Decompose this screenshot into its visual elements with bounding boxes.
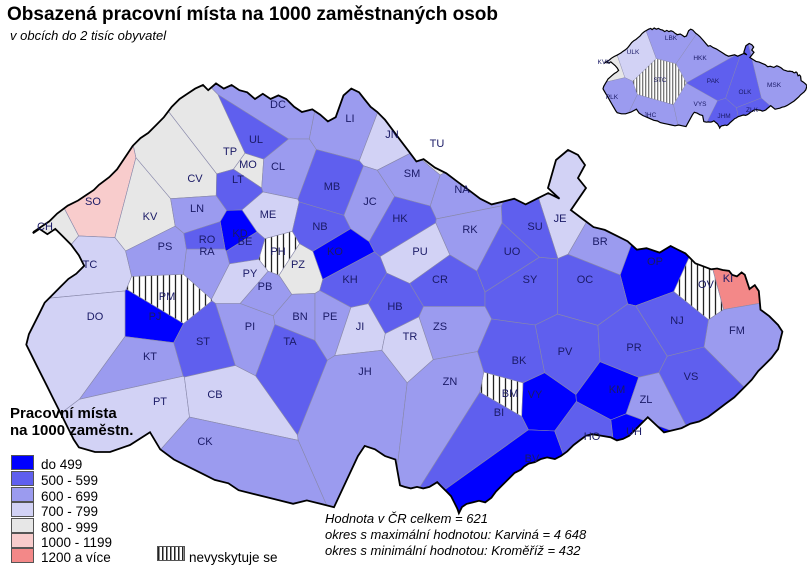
svg-text:SU: SU: [527, 221, 542, 233]
svg-text:KH: KH: [342, 274, 357, 286]
svg-text:PLK: PLK: [606, 94, 619, 101]
svg-text:OV: OV: [698, 279, 715, 291]
svg-text:CR: CR: [432, 274, 448, 286]
svg-text:ZL: ZL: [640, 394, 653, 406]
svg-text:BK: BK: [512, 355, 527, 367]
svg-text:HO: HO: [584, 431, 601, 443]
svg-text:ME: ME: [260, 209, 277, 221]
svg-text:SO: SO: [85, 196, 101, 208]
svg-text:PU: PU: [412, 246, 427, 258]
svg-text:DO: DO: [87, 311, 104, 323]
svg-text:TU: TU: [430, 138, 445, 150]
svg-text:CL: CL: [271, 161, 285, 173]
svg-text:LN: LN: [190, 203, 204, 215]
svg-text:PH: PH: [270, 246, 285, 258]
svg-text:NB: NB: [312, 221, 327, 233]
svg-text:PR: PR: [626, 342, 641, 354]
svg-text:JC: JC: [363, 196, 377, 208]
svg-text:TR: TR: [403, 331, 418, 343]
svg-text:ZLK: ZLK: [746, 107, 759, 114]
svg-text:KV: KV: [143, 211, 158, 223]
svg-text:RK: RK: [462, 224, 478, 236]
svg-text:JHC: JHC: [644, 112, 657, 119]
svg-text:SM: SM: [404, 168, 421, 180]
svg-text:UH: UH: [626, 426, 642, 438]
svg-text:BM: BM: [502, 388, 519, 400]
svg-text:BV: BV: [525, 453, 540, 465]
svg-text:CB: CB: [207, 389, 222, 401]
svg-text:LI: LI: [345, 113, 354, 125]
svg-text:PE: PE: [323, 311, 338, 323]
svg-text:HB: HB: [387, 301, 402, 313]
svg-text:OLK: OLK: [738, 89, 752, 96]
svg-text:PB: PB: [258, 281, 273, 293]
svg-text:CH: CH: [37, 221, 53, 233]
svg-text:PS: PS: [158, 241, 173, 253]
svg-text:KVK: KVK: [597, 59, 611, 66]
svg-text:BI: BI: [494, 407, 504, 419]
svg-text:JH: JH: [358, 366, 372, 378]
svg-text:TA: TA: [283, 336, 297, 348]
svg-text:RO: RO: [199, 234, 216, 246]
svg-text:PZ: PZ: [291, 259, 305, 271]
svg-text:PAK: PAK: [707, 78, 720, 85]
svg-text:KO: KO: [327, 246, 343, 258]
svg-text:TC: TC: [83, 259, 98, 271]
svg-text:MO: MO: [239, 159, 257, 171]
svg-text:TP: TP: [223, 146, 237, 158]
svg-text:STC: STC: [654, 77, 667, 84]
svg-text:PY: PY: [243, 268, 258, 280]
svg-text:DC: DC: [270, 99, 286, 111]
svg-text:BR: BR: [592, 236, 607, 248]
svg-text:MSK: MSK: [767, 82, 782, 89]
svg-text:SY: SY: [523, 274, 538, 286]
svg-text:PT: PT: [153, 396, 167, 408]
svg-text:ZN: ZN: [443, 376, 458, 388]
svg-text:NA: NA: [454, 184, 470, 196]
svg-text:JHM: JHM: [717, 113, 730, 120]
svg-text:FM: FM: [729, 325, 745, 337]
svg-text:HK: HK: [392, 213, 408, 225]
svg-text:UL: UL: [249, 134, 263, 146]
svg-text:OC: OC: [577, 274, 594, 286]
svg-text:VS: VS: [684, 371, 699, 383]
svg-text:BE: BE: [238, 236, 253, 248]
svg-text:JI: JI: [356, 321, 365, 333]
svg-text:ZS: ZS: [433, 321, 447, 333]
svg-text:MB: MB: [324, 181, 341, 193]
svg-text:ST: ST: [196, 336, 210, 348]
svg-text:JN: JN: [385, 129, 399, 141]
svg-text:CK: CK: [197, 436, 213, 448]
svg-text:NJ: NJ: [670, 315, 683, 327]
svg-text:PJ: PJ: [149, 311, 162, 323]
svg-text:LBK: LBK: [665, 35, 678, 42]
svg-text:CV: CV: [187, 173, 203, 185]
svg-text:RA: RA: [199, 246, 215, 258]
svg-text:KT: KT: [143, 351, 157, 363]
svg-text:PV: PV: [558, 346, 573, 358]
svg-text:JE: JE: [554, 213, 567, 225]
svg-text:PI: PI: [245, 321, 255, 333]
svg-text:PM: PM: [159, 291, 176, 303]
svg-text:HKK: HKK: [693, 55, 707, 62]
svg-text:UO: UO: [504, 246, 521, 258]
svg-text:BN: BN: [292, 311, 307, 323]
svg-text:KM: KM: [609, 384, 626, 396]
svg-text:VY: VY: [528, 389, 543, 401]
svg-text:ULK: ULK: [627, 49, 640, 56]
svg-text:KI: KI: [723, 273, 733, 285]
svg-text:LT: LT: [232, 174, 244, 186]
svg-text:OP: OP: [647, 256, 663, 268]
svg-text:VYS: VYS: [693, 101, 707, 108]
